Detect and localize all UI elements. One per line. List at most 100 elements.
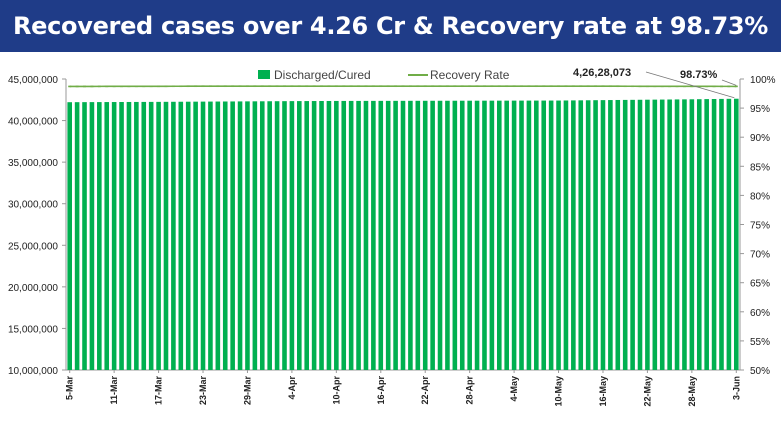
x-tick-label: 5-Mar [65, 376, 75, 401]
bar [319, 101, 324, 371]
x-tick-label: 28-May [687, 376, 697, 407]
bar [496, 100, 502, 371]
bar [334, 100, 339, 371]
left-tick-label: 30,000,000 [8, 200, 58, 211]
bar [74, 102, 80, 371]
right-tick-label: 65% [750, 279, 770, 290]
x-tick-label: 17-Mar [154, 376, 164, 406]
x-tick-label: 16-Apr [376, 376, 386, 405]
bar [252, 101, 258, 370]
left-tick-label: 20,000,000 [8, 283, 58, 294]
x-tick-label: 23-Mar [198, 376, 208, 406]
left-tick-label: 10,000,000 [8, 366, 58, 377]
bar [185, 101, 191, 370]
bar [534, 100, 539, 371]
bar [422, 100, 428, 370]
bar [274, 101, 280, 370]
bar [393, 100, 398, 370]
left-tick-label: 35,000,000 [8, 158, 58, 169]
bar [667, 99, 672, 370]
bar [578, 100, 584, 370]
bar [245, 101, 250, 371]
right-tick-label: 90% [750, 133, 770, 144]
bar [467, 100, 472, 370]
bar [400, 100, 406, 370]
bar [482, 100, 487, 370]
legend-label-bars: Discharged/Cured [274, 68, 371, 82]
annotation-discharged: 4,26,28,073 [573, 67, 631, 79]
x-tick-label: 10-Apr [331, 376, 341, 405]
x-tick-label: 29-Mar [242, 376, 252, 406]
right-tick-label: 100% [750, 75, 776, 86]
bar [519, 100, 524, 371]
bar [445, 100, 450, 370]
bar [585, 100, 591, 370]
bar [311, 101, 317, 371]
bar [237, 101, 243, 371]
bar [230, 101, 235, 370]
combo-chart: 10,000,000 15,000,000 20,000,000 25,000,000… [8, 67, 776, 407]
bar [104, 102, 110, 370]
bar [297, 101, 302, 370]
bar [511, 100, 517, 371]
bar [630, 99, 635, 371]
x-tick-label: 16-May [598, 376, 608, 407]
bar [134, 101, 139, 370]
right-tick-label: 75% [750, 221, 770, 232]
bar [415, 100, 421, 370]
bar [637, 99, 643, 371]
bar [430, 100, 435, 370]
bar [326, 100, 332, 371]
x-tick-label: 28-Apr [465, 376, 475, 405]
bar [282, 101, 287, 371]
legend-swatch-bars [258, 70, 270, 79]
bar [385, 100, 391, 370]
bar [504, 100, 509, 371]
bar [600, 100, 606, 370]
bar [200, 101, 206, 370]
bar [89, 102, 95, 370]
annotations: 4,26,28,073 98.73% [573, 67, 737, 99]
bar [726, 98, 732, 370]
right-tick-label: 50% [750, 366, 770, 377]
bar [652, 99, 658, 370]
chart-title: Recovered cases over 4.26 Cr & Recovery … [12, 12, 769, 40]
bar [526, 100, 532, 371]
x-tick-label: 22-Apr [420, 376, 430, 405]
bar [341, 100, 347, 370]
bar [163, 101, 169, 370]
bar [696, 99, 702, 370]
bar [474, 100, 480, 370]
bar [711, 99, 717, 370]
bar [178, 101, 184, 371]
bar [215, 101, 221, 371]
x-tick-label: 4-Apr [287, 376, 297, 400]
bar [156, 101, 161, 370]
x-tick-label: 4-May [509, 376, 519, 402]
bar [674, 99, 680, 371]
bar [608, 100, 613, 370]
bar [593, 100, 598, 371]
bar [452, 100, 458, 370]
right-tick-label: 70% [750, 250, 770, 261]
bar [704, 99, 709, 370]
bar [437, 100, 443, 371]
right-tick-label: 55% [750, 337, 770, 348]
bar [371, 100, 376, 370]
title-banner: Recovered cases over 4.26 Cr & Recovery … [0, 0, 781, 52]
bar [259, 101, 265, 370]
annotation-leader [645, 71, 735, 99]
bar [119, 102, 124, 370]
x-tick-label: 11-Mar [109, 376, 119, 405]
bar [563, 100, 569, 370]
bar [97, 102, 102, 370]
bar [459, 100, 465, 370]
right-tick-label: 95% [750, 104, 770, 115]
bar [126, 101, 132, 370]
left-tick-label: 25,000,000 [8, 241, 58, 252]
right-tick-label: 80% [750, 191, 770, 202]
annotation-leader [721, 79, 737, 86]
bar [67, 102, 72, 371]
left-tick-label: 40,000,000 [8, 117, 58, 128]
